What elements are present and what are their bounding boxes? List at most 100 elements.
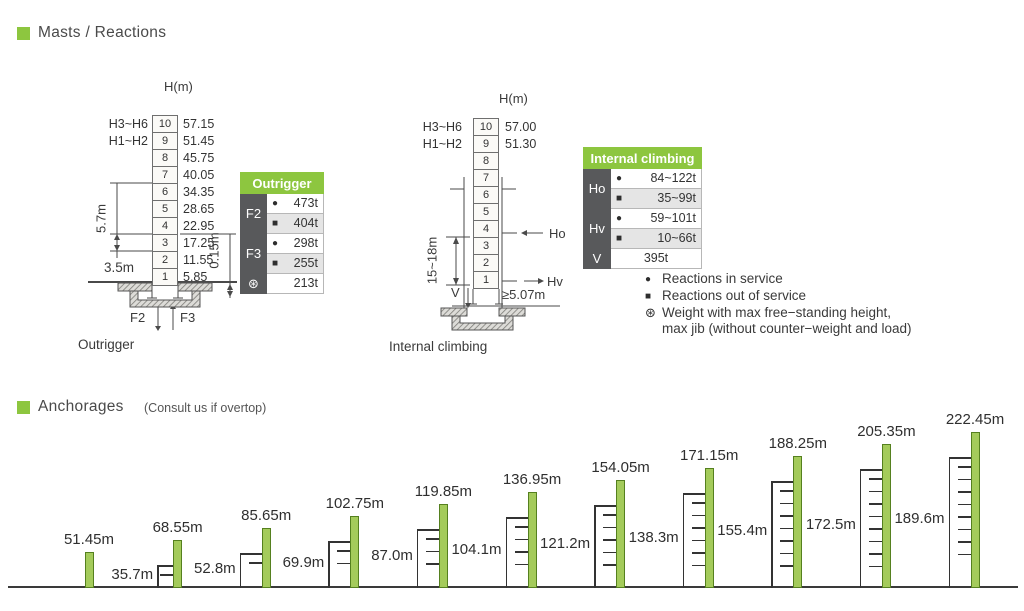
- outrigger-force-f2: F2: [130, 310, 146, 325]
- anchorage-anchor-label: 104.1m: [451, 541, 502, 559]
- internal-label-v: V: [451, 285, 460, 300]
- outrigger-mast-section-box: 9: [152, 132, 178, 150]
- internal-label-ho: Ho: [549, 226, 566, 241]
- anchorage-height-label: 136.95m: [502, 471, 562, 488]
- anchor-tick: [514, 551, 528, 553]
- legend-item-weight-line2: max jib (without counter−weight and load…: [662, 321, 912, 336]
- anchor-tick: [691, 502, 705, 504]
- outrigger-value-cell: ■ 404t: [266, 213, 324, 234]
- internal-mast-height-value: 57.00: [505, 120, 537, 134]
- internal-dim-base: ≥5.07m: [502, 287, 546, 302]
- internal-mast-section-box: 9: [473, 135, 499, 153]
- anchor-tick: [957, 466, 971, 468]
- anchor-bracket-top: [771, 481, 794, 483]
- outrigger-mast-height-value: 17.25: [183, 236, 215, 250]
- anchor-bracket-top: [505, 517, 528, 519]
- anchor-tick: [957, 553, 971, 555]
- outrigger-row-label-f2: F2: [240, 193, 267, 234]
- outrigger-mast-height-value: 28.65: [183, 202, 215, 216]
- weight-icon: ⊛: [645, 305, 656, 320]
- anchorages-section-title: Anchorages: [38, 398, 124, 415]
- outrigger-value-cell: ■ 255t: [266, 253, 324, 274]
- outrigger-dim-section: 5.7m: [93, 204, 109, 233]
- out-of-service-marker-icon: ■: [616, 233, 623, 244]
- outrigger-foundation-flange-right: [177, 282, 213, 292]
- anchorage-height-label: 205.35m: [857, 423, 916, 440]
- anchor-bracket-top: [328, 541, 351, 543]
- outrigger-dim-offset: 0.15m: [206, 232, 222, 269]
- anchorage-mast-bar: [261, 528, 271, 588]
- internal-foundation-flange-left: [440, 307, 468, 317]
- anchor-tick: [868, 565, 882, 567]
- outrigger-force-f3: F3: [180, 310, 196, 325]
- outrigger-mast-height-value: 5.85: [183, 270, 208, 284]
- anchorage-mast-bar: [881, 444, 891, 588]
- outrigger-mast-section-box: 6: [152, 183, 178, 201]
- anchorage-anchor-label: 172.5m: [805, 516, 856, 534]
- internal-dim-climb: 15~18m: [424, 236, 440, 285]
- internal-mast-height-value: 51.30: [505, 137, 537, 151]
- anchor-tick: [868, 553, 882, 555]
- outrigger-axis-label: H(m): [164, 79, 193, 94]
- anchor-tick: [337, 550, 351, 552]
- anchor-tick: [337, 562, 351, 564]
- outrigger-mast-section-box: 2: [152, 251, 178, 269]
- legend: ● Reactions in service ■ Reactions out of …: [645, 271, 912, 337]
- anchor-tick: [780, 552, 794, 554]
- internal-value-cell: ■ 35~99t: [610, 188, 702, 209]
- anchor-tick: [780, 565, 794, 567]
- out-of-service-marker-icon: ■: [616, 193, 623, 204]
- anchorage-height-label: 154.05m: [591, 459, 650, 476]
- anchor-tick: [514, 563, 528, 565]
- outrigger-value-cell: ● 298t: [266, 233, 324, 254]
- anchorage-anchor-label: 52.8m: [193, 559, 236, 577]
- anchor-bracket-vertical: [239, 553, 242, 588]
- anchor-tick: [425, 538, 439, 540]
- internal-row-label-v: V: [583, 248, 611, 269]
- internal-config-h1h2: H1~H2: [422, 137, 462, 151]
- anchor-bracket-top: [682, 493, 705, 495]
- outrigger-table-header: Outrigger: [240, 172, 324, 194]
- anchor-tick: [868, 528, 882, 530]
- anchor-tick: [603, 526, 617, 528]
- outrigger-mast-height-value: 22.95: [183, 219, 215, 233]
- anchor-bracket-top: [157, 565, 174, 567]
- anchor-bracket-vertical: [157, 565, 159, 588]
- anchor-bracket-top: [239, 553, 262, 555]
- anchor-tick: [780, 515, 794, 517]
- anchor-bracket-vertical: [682, 493, 685, 588]
- anchor-tick: [691, 539, 705, 541]
- internal-table: Internal climbing Ho ● 84~122t ■ 35~99t …: [583, 147, 702, 269]
- anchor-tick: [691, 552, 705, 554]
- outrigger-mast-section-box: 4: [152, 217, 178, 235]
- anchor-tick: [957, 503, 971, 505]
- outrigger-mast-height-value: 11.55: [183, 253, 214, 267]
- internal-mast-section-box: 8: [473, 152, 499, 170]
- outrigger-mast-height-value: 40.05: [183, 168, 215, 182]
- anchorage-mast-bar: [527, 492, 537, 588]
- internal-caption: Internal climbing: [389, 339, 488, 354]
- anchorage-anchor-label: 138.3m: [628, 528, 679, 546]
- anchorage-mast-bar: [616, 480, 626, 588]
- service-marker-icon: ●: [616, 213, 623, 224]
- outrigger-mast-height-value: 34.35: [183, 185, 215, 199]
- internal-foundation-flange-right: [498, 307, 526, 317]
- anchor-tick: [603, 551, 617, 553]
- service-marker-icon: ●: [272, 238, 279, 249]
- anchor-tick: [603, 564, 617, 566]
- outrigger-caption: Outrigger: [78, 337, 135, 352]
- anchorage-anchor-label: 87.0m: [371, 547, 413, 565]
- internal-mast-section-box: 4: [473, 220, 499, 238]
- outrigger-mast-section-box: 1: [152, 268, 178, 286]
- outrigger-value-cell: 213t: [266, 273, 324, 294]
- out-of-service-marker-icon: ■: [272, 218, 279, 229]
- internal-label-hv: Hv: [547, 274, 563, 289]
- anchor-bracket-top: [859, 469, 882, 471]
- outrigger-config-h1h2: H1~H2: [108, 134, 148, 148]
- anchor-tick: [248, 562, 262, 564]
- internal-row-label-ho: Ho: [583, 168, 611, 209]
- internal-mast-section-box: 6: [473, 186, 499, 204]
- anchor-tick: [868, 503, 882, 505]
